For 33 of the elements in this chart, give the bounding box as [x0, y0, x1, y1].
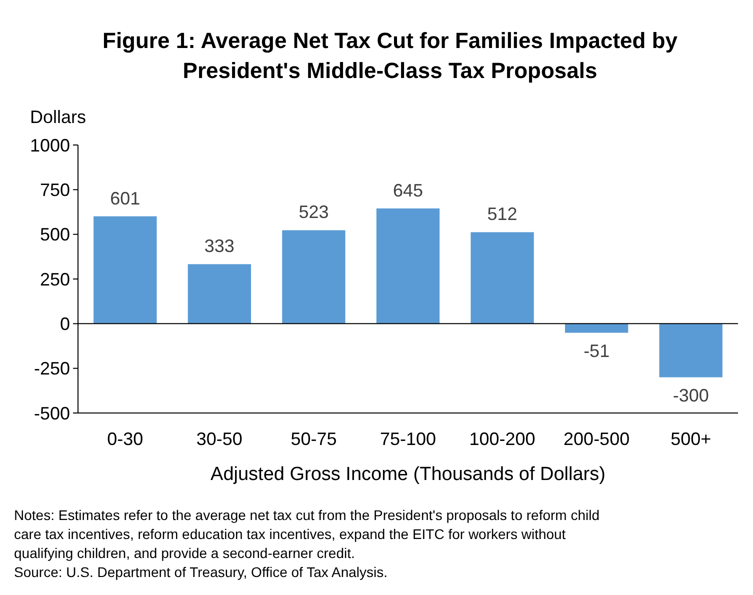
x-tick-label: 75-100	[380, 429, 436, 449]
data-label: 645	[392, 180, 424, 200]
y-tick-label: -500	[34, 403, 70, 424]
data-label: 512	[487, 204, 518, 224]
chart-title: Figure 1: Average Net Tax Cut for Families Impacted by President's Middle-Class Tax Proposals	[102, 28, 678, 83]
x-tick-label: 500+	[670, 429, 712, 449]
y-tick-label: 250	[40, 269, 70, 290]
data-label: 601	[110, 188, 140, 208]
data-label: 333	[204, 236, 234, 256]
data-label: -300	[672, 385, 709, 406]
y-tick-label: 1000	[30, 135, 70, 156]
y-tick-label: -250	[34, 358, 70, 379]
y-tick-label: 750	[40, 180, 70, 200]
bar	[282, 230, 346, 324]
x-tick-label: 50-75	[290, 429, 337, 449]
bar	[94, 216, 157, 324]
bar	[564, 324, 628, 333]
y-axis-title: Dollars	[30, 107, 86, 127]
x-tick-label: 0-30	[107, 429, 144, 449]
data-label: -51	[584, 340, 610, 361]
bar	[470, 232, 534, 324]
x-axis-title: Adjusted Gross Income (Thousands of Dollars)	[210, 464, 606, 485]
data-label: 523	[298, 202, 329, 222]
bar	[188, 264, 252, 324]
y-tick-label: 500	[40, 224, 70, 245]
bar	[659, 324, 722, 378]
x-tick-label: 30-50	[196, 429, 242, 449]
x-tick-label: 100-200	[469, 429, 536, 449]
x-tick-label: 200-500	[564, 429, 630, 449]
source-note: Source: U.S. Department of Treasury, Office of Tax Analysis.	[14, 564, 388, 580]
text: Notes: Estimates refer to the average net tax cut from the President's proposals to reform child care tax incentives, reform education tax incentives, expand the EITC for workers without qualifying children, and provide a second-earner credit.	[14, 507, 600, 561]
bar	[376, 208, 440, 324]
y-tick-label: 0	[60, 314, 70, 334]
